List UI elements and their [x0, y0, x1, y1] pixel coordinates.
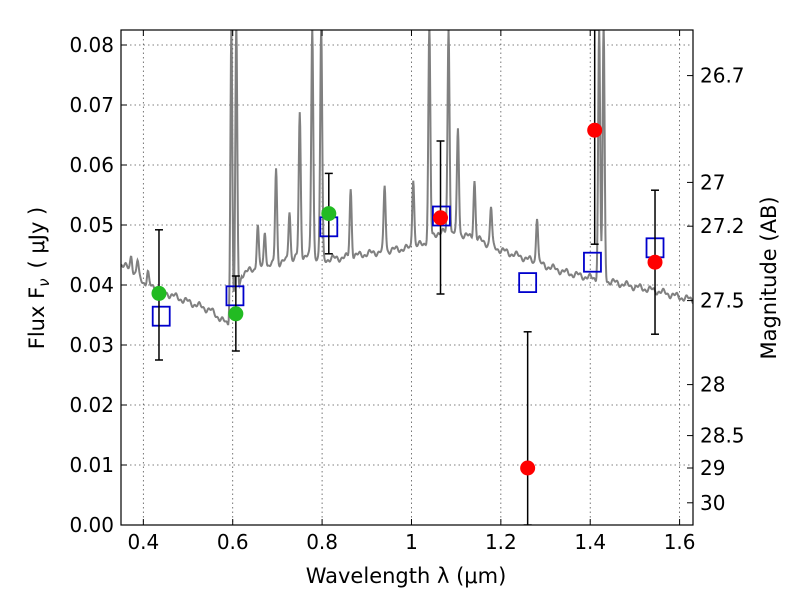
y-tick-label: 0.05	[69, 213, 114, 237]
plot-frame	[120, 29, 694, 526]
right-axis-label: Magnitude (AB)	[757, 196, 781, 359]
model-square-marker	[518, 272, 538, 294]
y-tick-label: 0.01	[69, 453, 114, 477]
x-tick-label: 1.4	[574, 530, 606, 554]
x-tick-label: 1.2	[485, 530, 517, 554]
right-tick-label: 28.5	[700, 424, 745, 448]
model-square-marker	[432, 205, 451, 227]
right-tick-label: 29	[700, 456, 725, 480]
marks-layer	[151, 30, 665, 525]
green-data-point	[321, 206, 337, 222]
x-tick-label: 0.6	[217, 530, 249, 554]
right-tick-label: 27.5	[700, 289, 745, 313]
x-tick-label: 0.8	[306, 530, 338, 554]
model-square-marker	[583, 251, 602, 273]
right-tick-label: 30	[700, 491, 725, 515]
red-data-point	[587, 122, 603, 138]
y-tick-label: 0.02	[69, 393, 114, 417]
x-tick-label: 1	[405, 530, 418, 554]
right-tick-label: 28	[700, 373, 725, 397]
y-tick-label: 0.08	[69, 33, 114, 57]
y-tick-label: 0.04	[69, 273, 114, 297]
red-data-point	[647, 254, 663, 270]
model-square-marker	[225, 285, 245, 307]
y-axis-label-main: Flux F	[25, 287, 49, 349]
ticks: 0.4 0.6 0.8 1 1.2 1.4 1.6 0.00 0.01 0.02 0.03 0.04 0…	[69, 30, 745, 554]
green-data-point	[228, 306, 244, 322]
red-data-point	[520, 460, 536, 476]
red-data-point	[433, 210, 449, 226]
y-tick-label: 0.03	[69, 333, 114, 357]
y-tick-label: 0.07	[69, 93, 114, 117]
x-axis-label: Wavelength λ (μm)	[306, 564, 507, 588]
right-tick-label: 27.2	[700, 214, 745, 238]
y-tick-label: 0.06	[69, 153, 114, 177]
spectrum-line	[121, 30, 693, 326]
y-axis-label-subscript: ν	[35, 278, 53, 286]
model-square-marker	[151, 305, 171, 327]
x-tick-label: 1.6	[664, 530, 696, 554]
green-data-point	[151, 285, 167, 301]
y-axis-label-unit: ( μJy )	[25, 207, 49, 269]
x-tick-label: 0.4	[127, 530, 159, 554]
right-tick-label: 27	[700, 170, 725, 194]
right-tick-label: 26.7	[700, 64, 745, 88]
y-axis-label: Flux Fν ( μJy )	[25, 207, 53, 350]
y-tick-label: 0.00	[69, 513, 114, 537]
spectrum-layer	[121, 30, 693, 326]
